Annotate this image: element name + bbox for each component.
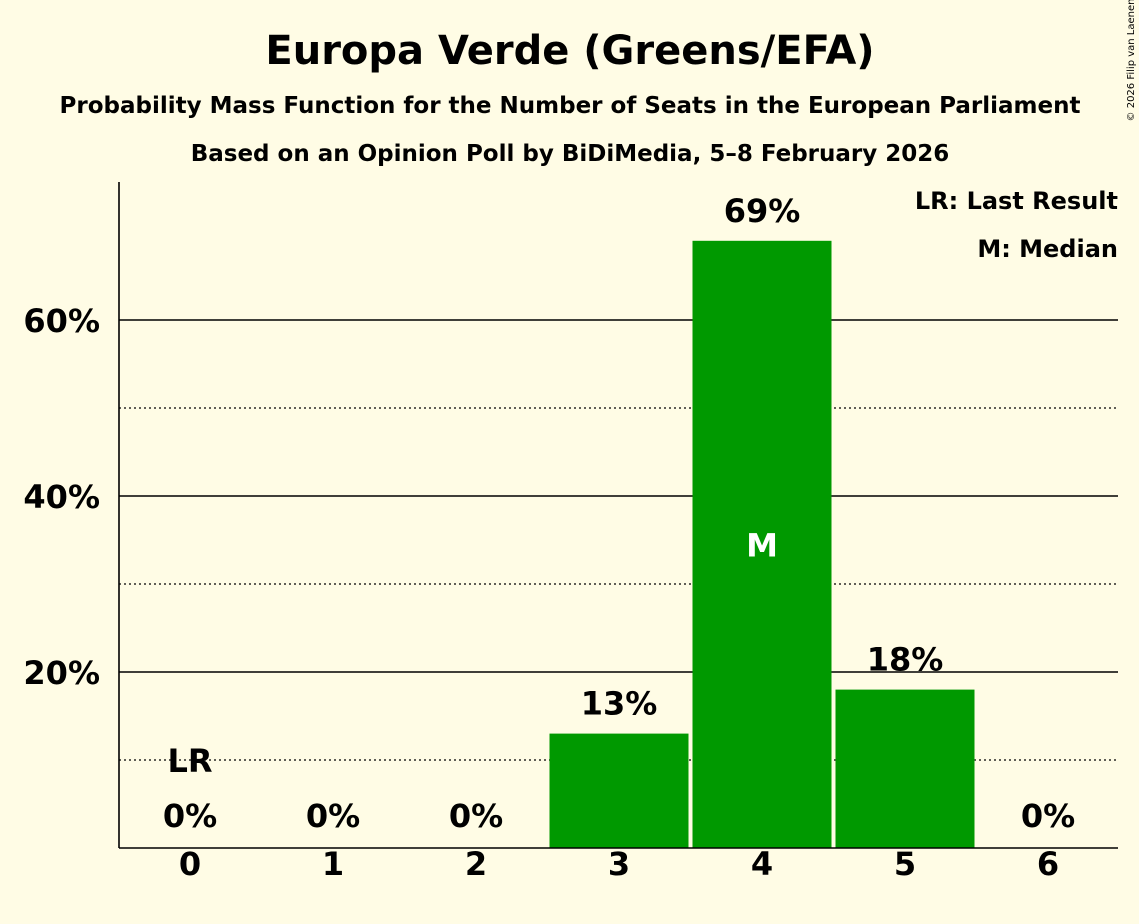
x-tick-label: 0 <box>179 845 201 883</box>
value-label-4: 69% <box>724 192 801 230</box>
value-label-0: 0% <box>163 797 217 835</box>
x-tick-label: 2 <box>465 845 487 883</box>
copyright-notice: © 2026 Filip van Laenen <box>1126 0 1137 121</box>
x-tick-label: 3 <box>608 845 630 883</box>
chart-title: Europa Verde (Greens/EFA) <box>265 28 874 74</box>
axes: 20% 40% 60% 0 1 2 3 4 5 6 <box>23 182 1118 883</box>
legend-median: M: Median <box>977 235 1118 263</box>
value-label-5: 18% <box>867 641 944 679</box>
grid-lines <box>119 319 1118 761</box>
bar-5 <box>835 689 975 848</box>
x-tick-label: 4 <box>751 845 773 883</box>
median-marker: M <box>746 526 778 564</box>
value-label-3: 13% <box>581 685 658 723</box>
bar-labels: 0% LR 0% 0% 13% 69% M 18% 0% <box>163 192 1075 835</box>
bar-3 <box>549 733 689 848</box>
value-label-2: 0% <box>449 797 503 835</box>
last-result-marker: LR <box>167 742 212 780</box>
value-label-6: 0% <box>1021 797 1075 835</box>
chart-subtitle: Probability Mass Function for the Number… <box>60 93 1081 119</box>
x-tick-label: 1 <box>322 845 344 883</box>
y-tick-label: 60% <box>23 302 100 340</box>
x-tick-label: 5 <box>894 845 916 883</box>
x-tick-label: 6 <box>1037 845 1059 883</box>
chart-subtitle-source: Based on an Opinion Poll by BiDiMedia, 5… <box>191 141 950 167</box>
bars <box>549 240 975 849</box>
value-label-1: 0% <box>306 797 360 835</box>
legend-last-result: LR: Last Result <box>915 187 1118 215</box>
y-tick-label: 40% <box>23 478 100 516</box>
y-tick-label: 20% <box>23 654 100 692</box>
bar-4 <box>692 240 832 849</box>
